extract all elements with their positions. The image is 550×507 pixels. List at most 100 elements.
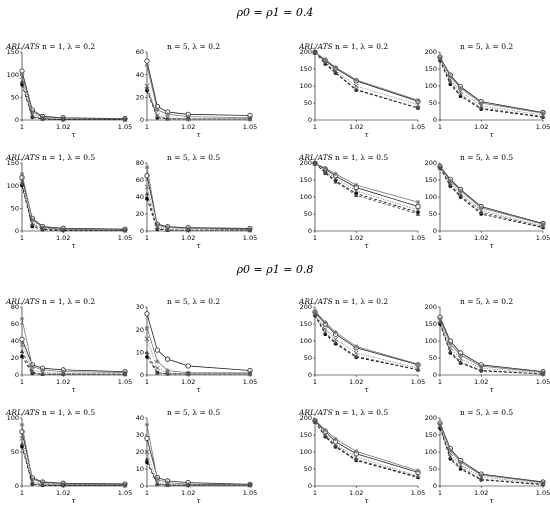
panel-title: n = 1, λ = 0.2 (335, 42, 388, 51)
y-tick-label: 150 (300, 65, 312, 73)
y-tick-label: 0 (308, 371, 312, 379)
panel-title: n = 5, λ = 0.2 (460, 42, 513, 51)
y-tick-label: 60 (136, 48, 144, 56)
series-line-4 (440, 168, 543, 227)
panel-title: n = 1, λ = 0.5 (335, 153, 388, 162)
panel-16: 05010015020011.021.05τn = 5, λ = 0.5 (425, 408, 550, 505)
x-tick-label: 1.05 (118, 378, 132, 386)
series-line-4 (147, 352, 250, 374)
y-axis-label: ARL/ATS (5, 153, 40, 162)
y-tick-label: 100 (425, 82, 437, 90)
y-axis-label: ARL/ATS (298, 408, 333, 417)
y-axis-label: ARL/ATS (5, 297, 40, 306)
y-tick-label: 40 (136, 193, 144, 201)
series-2-point (333, 330, 337, 334)
series-line-3 (315, 316, 418, 370)
y-tick-label: 20 (136, 448, 144, 456)
series-line-1 (440, 57, 543, 112)
series-line-1 (147, 438, 250, 484)
x-axis-label: τ (490, 386, 494, 394)
y-tick-label: 200 (425, 48, 437, 56)
y-tick-label: 100 (300, 448, 312, 456)
x-tick-label: 1 (438, 378, 442, 386)
y-tick-label: 100 (425, 193, 437, 201)
x-tick-label: 1 (438, 234, 442, 242)
y-tick-label: 100 (300, 193, 312, 201)
series-line-5 (315, 163, 418, 210)
y-tick-label: 0 (15, 371, 19, 379)
series-line-1 (315, 421, 418, 473)
series-line-3 (440, 61, 543, 118)
y-tick-label: 200 (425, 414, 437, 422)
x-axis-label: τ (490, 497, 494, 505)
series-line-4 (22, 444, 125, 485)
section-title-2: ρ0 = ρ1 = 0.8 (236, 263, 314, 276)
x-tick-label: 1.02 (349, 234, 363, 242)
series-2-point (416, 362, 420, 366)
y-tick-label: 10 (136, 465, 144, 473)
panel-6: 02040608011.021.05τn = 5, λ = 0.5 (136, 153, 258, 250)
series-line-1 (22, 178, 125, 230)
series-line-4 (315, 422, 418, 477)
series-line-2 (440, 58, 543, 113)
x-axis-label: τ (365, 131, 369, 139)
x-tick-label: 1.05 (536, 123, 550, 131)
x-tick-label: 1.02 (474, 234, 488, 242)
series-1-point (145, 436, 149, 440)
y-tick-label: 50 (429, 210, 437, 218)
x-tick-label: 1.05 (243, 123, 257, 131)
series-4-point (479, 106, 483, 110)
panel-title: n = 1, λ = 0.2 (335, 297, 388, 306)
y-tick-label: 60 (136, 176, 144, 184)
series-2-point (145, 423, 149, 427)
panel-4: 05010015020011.021.05τn = 5, λ = 0.2 (425, 42, 550, 139)
x-tick-label: 1 (20, 123, 24, 131)
panel-title: n = 1, λ = 0.2 (42, 42, 95, 51)
series-1-point (145, 312, 149, 316)
panel-title: n = 5, λ = 0.5 (460, 153, 513, 162)
series-line-1 (315, 52, 418, 101)
series-line-2 (315, 311, 418, 364)
series-3-point (20, 83, 24, 87)
panel-title: n = 1, λ = 0.5 (335, 408, 388, 417)
y-tick-label: 150 (425, 65, 437, 73)
x-tick-label: 1.05 (243, 378, 257, 386)
y-tick-label: 100 (425, 337, 437, 345)
y-tick-label: 0 (433, 227, 437, 235)
y-tick-label: 150 (425, 431, 437, 439)
series-2-point (354, 449, 358, 453)
x-tick-label: 1.05 (243, 234, 257, 242)
series-2-point (354, 344, 358, 348)
x-axis-label: τ (490, 242, 494, 250)
y-axis-label: ARL/ATS (298, 42, 333, 51)
y-tick-label: 20 (136, 326, 144, 334)
panel-12: 05010015020011.021.05τn = 5, λ = 0.2 (425, 297, 550, 394)
series-line-4 (147, 194, 250, 231)
x-axis-label: τ (197, 386, 201, 394)
series-4-point (458, 465, 462, 469)
x-tick-label: 1 (145, 234, 149, 242)
x-tick-label: 1 (313, 378, 317, 386)
x-tick-label: 1.02 (181, 489, 195, 497)
y-tick-label: 30 (136, 303, 144, 311)
series-1-point (186, 364, 190, 368)
series-line-1 (147, 61, 250, 115)
y-tick-label: 40 (11, 337, 19, 345)
series-line-1 (315, 163, 418, 206)
x-tick-label: 1.02 (474, 378, 488, 386)
panel-title: n = 1, λ = 0.5 (42, 153, 95, 162)
series-line-5 (440, 167, 543, 225)
y-tick-label: 40 (136, 71, 144, 79)
x-tick-label: 1.02 (56, 234, 70, 242)
series-line-1 (22, 71, 125, 119)
x-tick-label: 1 (20, 234, 24, 242)
y-tick-label: 50 (429, 465, 437, 473)
y-tick-label: 0 (140, 371, 144, 379)
panel-title: n = 5, λ = 0.5 (460, 408, 513, 417)
series-1-point (165, 357, 169, 361)
series-line-2 (440, 424, 543, 482)
x-tick-label: 1.02 (474, 123, 488, 131)
x-tick-label: 1.05 (243, 489, 257, 497)
x-tick-label: 1.05 (411, 123, 425, 131)
y-tick-label: 20 (136, 94, 144, 102)
